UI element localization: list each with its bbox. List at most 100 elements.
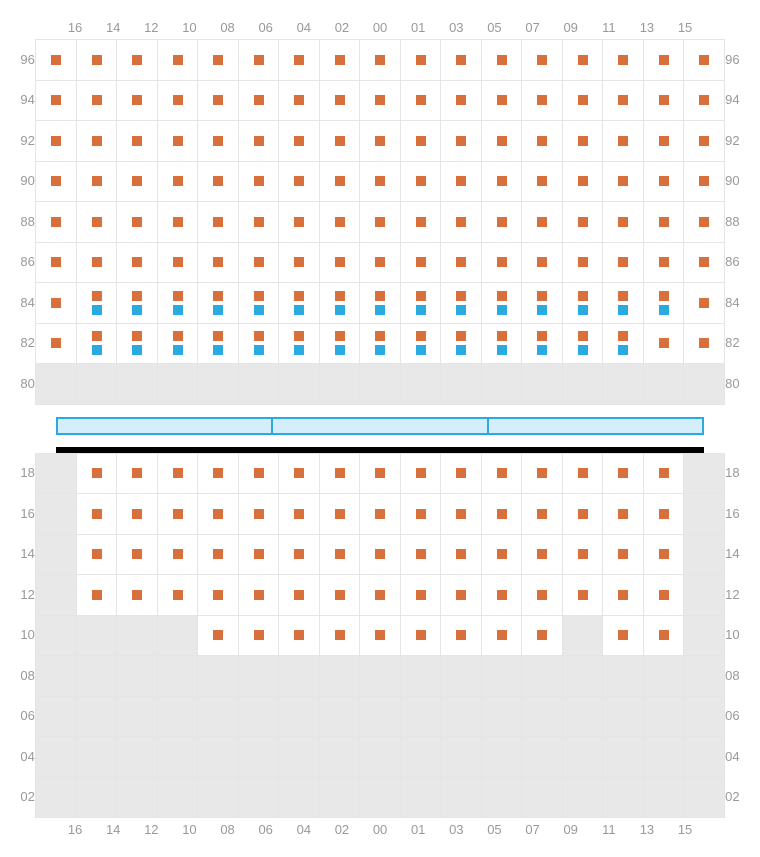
grid-cell — [441, 656, 482, 697]
marker-blue — [213, 305, 223, 315]
grid-cell — [117, 324, 158, 365]
grid-cell — [36, 81, 77, 122]
marker-blue — [294, 345, 304, 355]
grid-cell — [117, 535, 158, 576]
marker-orange — [375, 630, 385, 640]
marker-orange — [254, 630, 264, 640]
grid-cell — [77, 494, 118, 535]
grid-cell — [482, 575, 523, 616]
grid-cell — [36, 737, 77, 778]
grid-cell — [198, 616, 239, 657]
grid-cell — [158, 656, 199, 697]
grid-cell — [684, 81, 725, 122]
marker-orange — [132, 136, 142, 146]
grid-cell — [603, 162, 644, 203]
grid-cell — [77, 454, 118, 495]
grid-cell — [117, 494, 158, 535]
marker-orange — [254, 176, 264, 186]
marker-blue — [213, 345, 223, 355]
grid-cell — [684, 40, 725, 81]
grid-cell — [684, 494, 725, 535]
grid-cell — [482, 737, 523, 778]
grid-cell — [684, 697, 725, 738]
grid-cell — [77, 121, 118, 162]
marker-orange — [51, 338, 61, 348]
col-label: 09 — [552, 20, 590, 35]
marker-orange — [375, 257, 385, 267]
col-label: 06 — [247, 822, 285, 837]
grid-cell — [77, 364, 118, 405]
grid-cell — [644, 656, 685, 697]
marker-orange — [578, 468, 588, 478]
marker-orange — [213, 55, 223, 65]
marker-orange — [335, 630, 345, 640]
grid-cell — [644, 616, 685, 657]
grid-cell — [522, 202, 563, 243]
marker-orange — [699, 338, 709, 348]
grid-cell — [36, 535, 77, 576]
grid-cell — [77, 202, 118, 243]
col-label: 14 — [94, 20, 132, 35]
grid-cell — [401, 121, 442, 162]
marker-orange — [335, 217, 345, 227]
marker-orange — [375, 136, 385, 146]
grid-cell — [77, 324, 118, 365]
grid-cell — [117, 656, 158, 697]
marker-orange — [375, 549, 385, 559]
marker-orange — [537, 217, 547, 227]
marker-orange — [618, 136, 628, 146]
marker-orange — [537, 291, 547, 301]
grid-cell — [482, 121, 523, 162]
marker-orange — [213, 257, 223, 267]
marker-stack — [618, 291, 628, 315]
grid-cell — [117, 454, 158, 495]
marker-orange — [578, 55, 588, 65]
grid-cell — [77, 737, 118, 778]
grid-cell — [441, 616, 482, 657]
marker-orange — [294, 55, 304, 65]
row-label: 10 — [20, 615, 35, 656]
marker-orange — [213, 590, 223, 600]
grid-cell — [158, 243, 199, 284]
grid-cell — [36, 40, 77, 81]
marker-orange — [416, 136, 426, 146]
col-label: 11 — [590, 20, 628, 35]
marker-blue — [497, 345, 507, 355]
grid-cell — [684, 737, 725, 778]
grid-cell — [401, 162, 442, 203]
grid-cell — [320, 364, 361, 405]
marker-stack — [375, 291, 385, 315]
grid-cell — [603, 454, 644, 495]
col-label: 10 — [170, 20, 208, 35]
grid-cell — [401, 697, 442, 738]
marker-orange — [699, 217, 709, 227]
grid-cell — [441, 243, 482, 284]
grid-cell — [603, 737, 644, 778]
grid-cell — [522, 494, 563, 535]
col-label: 16 — [56, 20, 94, 35]
marker-orange — [294, 176, 304, 186]
grid-cell — [522, 697, 563, 738]
grid-cell — [603, 202, 644, 243]
marker-blue — [335, 305, 345, 315]
grid-cell — [320, 656, 361, 697]
marker-stack — [254, 291, 264, 315]
grid-cell — [441, 697, 482, 738]
grid-cell — [158, 737, 199, 778]
marker-orange — [416, 590, 426, 600]
grid-cell — [603, 656, 644, 697]
grid-cell — [36, 454, 77, 495]
marker-orange — [254, 257, 264, 267]
marker-orange — [537, 136, 547, 146]
grid-cell — [360, 778, 401, 819]
row-label: 18 — [20, 453, 35, 494]
marker-stack — [416, 331, 426, 355]
grid-cell — [563, 162, 604, 203]
marker-orange — [173, 331, 183, 341]
grid-cell — [279, 202, 320, 243]
col-label: 04 — [285, 822, 323, 837]
marker-orange — [213, 549, 223, 559]
grid-cell — [401, 575, 442, 616]
marker-orange — [618, 549, 628, 559]
row-label: 12 — [725, 574, 740, 615]
